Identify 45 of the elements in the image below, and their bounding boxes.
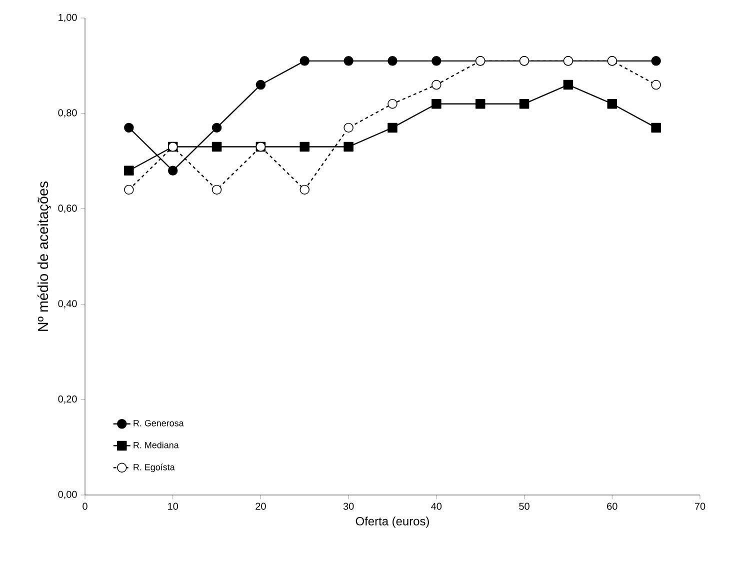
x-axis-title: Oferta (euros) (356, 516, 429, 528)
point (124, 166, 134, 176)
point (388, 56, 398, 66)
point (300, 56, 310, 66)
point (432, 80, 442, 90)
point (388, 122, 398, 133)
point (519, 98, 530, 109)
point (432, 56, 442, 66)
y-tick-label: 0,80 (58, 109, 77, 118)
y-tick-label: 0,40 (58, 300, 77, 308)
point (124, 184, 134, 195)
x-tick-label: 0 (82, 502, 88, 510)
legend-label: R. Generosa (134, 420, 184, 426)
point (475, 98, 486, 109)
point (300, 184, 310, 195)
point (300, 142, 310, 152)
point (651, 122, 661, 133)
point (607, 98, 618, 109)
x-tick-label: 30 (343, 502, 354, 510)
point (212, 184, 222, 195)
point (344, 122, 354, 133)
x-tick-label: 70 (694, 502, 706, 510)
point (168, 166, 178, 176)
point (344, 142, 354, 152)
point (124, 122, 134, 133)
legend-label: R. Mediana (134, 442, 179, 448)
y-tick-label: 0,00 (58, 490, 77, 500)
point (256, 80, 266, 90)
point (432, 98, 442, 109)
y-tick-label: 0,20 (58, 395, 77, 404)
x-tick-label: 10 (168, 502, 178, 510)
point (212, 142, 222, 152)
legend-label: R. Egoísta (134, 464, 175, 472)
x-tick-label: 40 (431, 502, 442, 510)
y-tick-label: 1,00 (58, 14, 77, 22)
point (388, 98, 398, 109)
y-axis-title: Nº médio de aceitações (37, 181, 52, 331)
y-tick-label: 0,60 (58, 204, 77, 213)
point (212, 122, 222, 133)
x-tick-label: 60 (607, 502, 618, 510)
point (563, 80, 574, 90)
x-tick-label: 50 (519, 502, 530, 510)
point (344, 56, 354, 66)
x-tick-label: 20 (256, 502, 266, 510)
point (651, 56, 661, 66)
